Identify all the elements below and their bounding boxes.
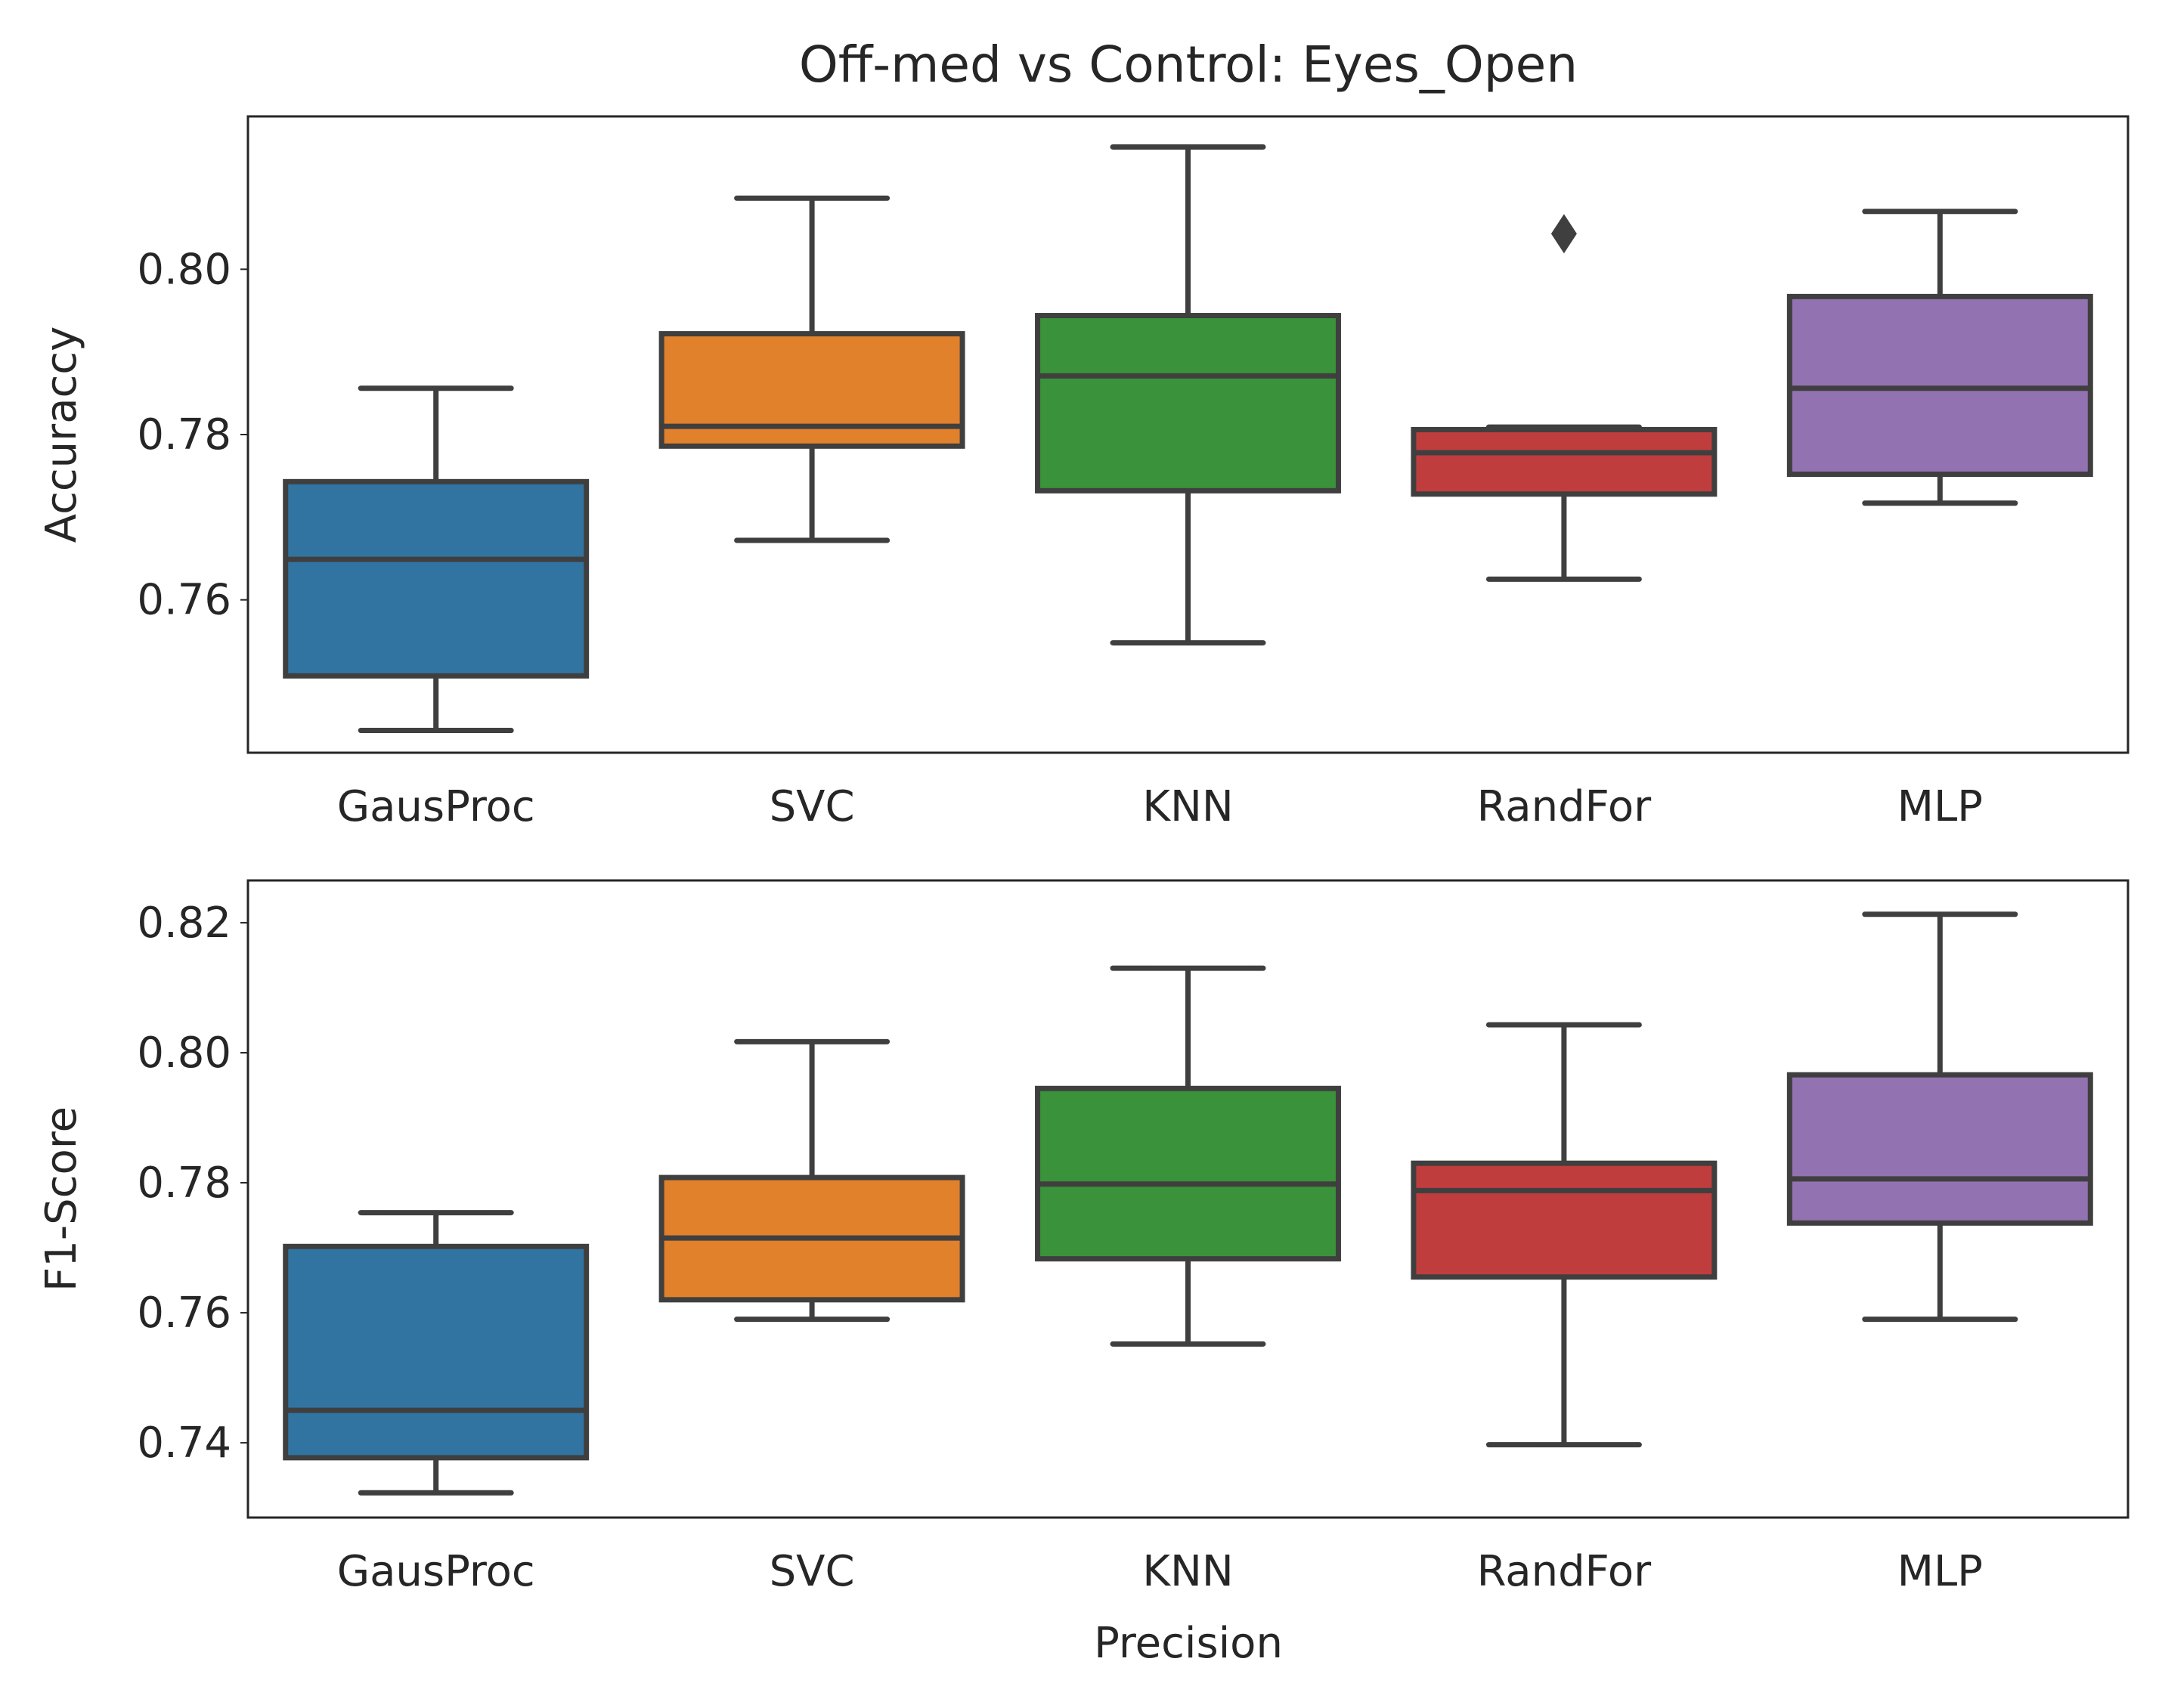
box-mlp (1786, 209, 2093, 506)
y-tick-label: 0.76 (137, 576, 231, 625)
iqr-box (1786, 293, 2093, 477)
iqr-box (283, 478, 590, 679)
x-tick-label: GausProc (337, 782, 535, 831)
y-tick-label: 0.76 (137, 1289, 231, 1338)
iqr-box (1411, 426, 1718, 497)
box-gausproc (283, 1210, 590, 1496)
x-tick-label: RandFor (1477, 1547, 1653, 1596)
y-tick-label: 0.82 (137, 899, 231, 948)
box-randfor (1411, 214, 1718, 582)
box-svc (658, 195, 965, 543)
x-tick-label: KNN (1142, 782, 1234, 831)
y-axis-label: Accuraccy (37, 326, 86, 543)
box-knn (1035, 965, 1341, 1347)
axes-frame (246, 879, 2130, 1519)
x-tick-label: RandFor (1477, 782, 1653, 831)
x-axis-label: Precision (1094, 1619, 1283, 1668)
panel-2: 0.74 0.76 0.78 0.80 0.82 F1-Score GausProc SVC K… (37, 879, 2130, 1596)
iqr-box (1786, 1072, 2093, 1226)
x-tick-label: GausProc (337, 1547, 535, 1596)
x-tick-label: SVC (770, 1547, 855, 1596)
box-knn (1035, 144, 1341, 646)
chart-title: Off-med vs Control: Eyes_Open (799, 36, 1578, 94)
y-tick-label: 0.80 (137, 1029, 231, 1078)
x-tick-label: KNN (1142, 1547, 1234, 1596)
box-svc (658, 1038, 965, 1323)
x-tick-label: SVC (770, 782, 855, 831)
y-tick-label: 0.80 (137, 245, 231, 294)
iqr-box (658, 331, 965, 449)
panel-1: 0.76 0.78 0.80 Accuraccy GausProc SVC KNN RandF… (37, 115, 2130, 831)
y-axis-label: F1-Score (37, 1106, 86, 1292)
iqr-box (283, 1243, 590, 1461)
box-mlp (1786, 911, 2093, 1323)
iqr-box (1035, 1085, 1341, 1262)
x-tick-label: MLP (1897, 1547, 1983, 1596)
iqr-box (1035, 313, 1341, 494)
iqr-box (1411, 1160, 1718, 1280)
x-tick-label: MLP (1897, 782, 1983, 831)
y-tick-label: 0.78 (137, 410, 231, 459)
y-tick-label: 0.74 (137, 1419, 231, 1468)
box-gausproc (283, 385, 590, 733)
box-randfor (1411, 1022, 1718, 1448)
y-tick-label: 0.78 (137, 1159, 231, 1208)
outlier-point (1550, 214, 1577, 254)
axes-frame (246, 115, 2130, 754)
